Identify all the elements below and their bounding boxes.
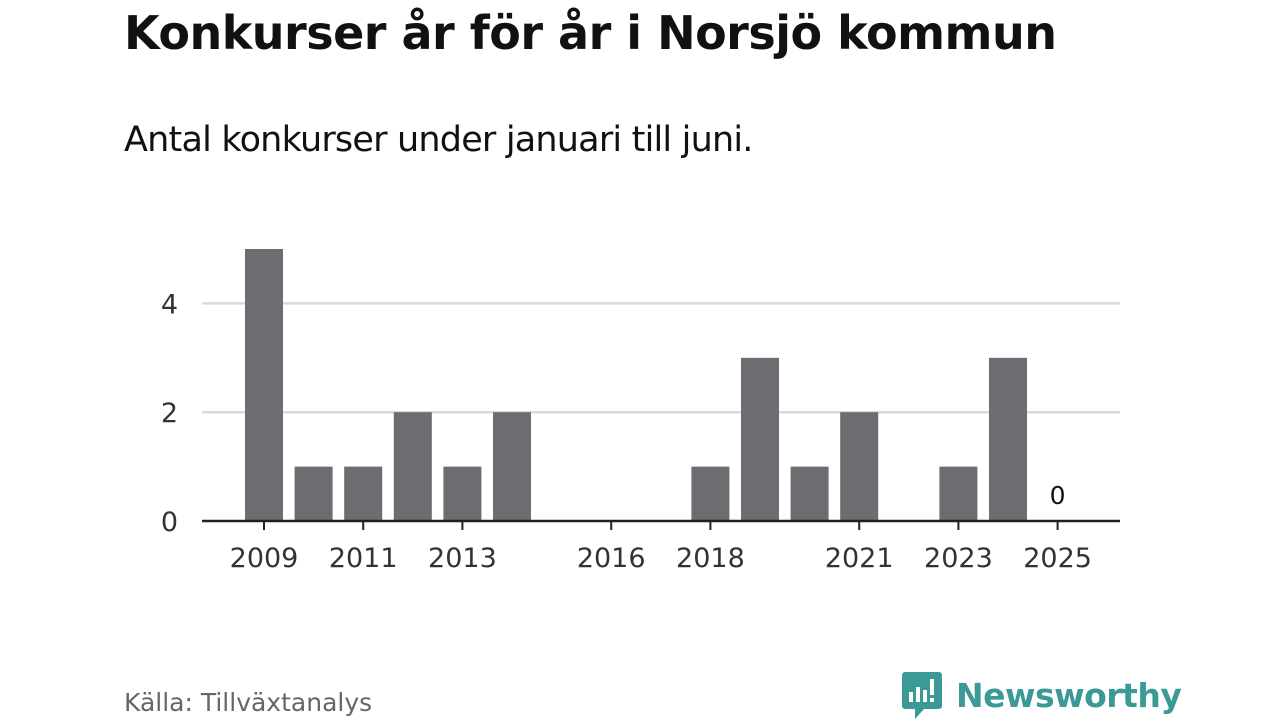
axes <box>202 519 1120 530</box>
x-tick-label: 2025 <box>1023 543 1092 574</box>
gridlines <box>202 302 1120 414</box>
bar-2019 <box>741 357 779 521</box>
bar-2011 <box>344 466 383 521</box>
y-tick-label: 0 <box>161 507 178 538</box>
chart-subtitle: Antal konkurser under januari till juni. <box>124 120 753 160</box>
newsworthy-logo-icon <box>902 672 942 719</box>
bar-2018 <box>691 466 730 521</box>
x-tick-label: 2021 <box>825 543 894 574</box>
bar-2012 <box>393 412 432 521</box>
bar-2021 <box>840 412 879 521</box>
bar-2010 <box>294 466 333 521</box>
bar-2024 <box>989 357 1027 521</box>
y-tick-label: 2 <box>161 398 178 429</box>
x-tick-label: 2011 <box>329 543 398 574</box>
x-tick-label: 2009 <box>230 543 299 574</box>
labels: 0 2 4 2009 2011 2013 2016 2018 2021 2023 2025 0 <box>161 289 1092 574</box>
brand-name: Newsworthy <box>956 675 1182 715</box>
y-tick-label: 4 <box>161 289 178 320</box>
newsworthy-logo: Newsworthy <box>902 670 1182 720</box>
x-tick-label: 2013 <box>428 543 497 574</box>
x-tick-label: 2018 <box>676 543 745 574</box>
source-note: Källa: Tillväxtanalys <box>124 688 373 717</box>
bar-2014 <box>493 412 531 521</box>
bar-2009 <box>245 249 283 521</box>
data-label-2025: 0 <box>1050 481 1066 510</box>
x-tick-label: 2023 <box>924 543 993 574</box>
bar-2020 <box>790 466 829 521</box>
bars <box>245 249 1027 521</box>
bar-2013 <box>443 466 482 521</box>
bar-2023 <box>939 466 978 521</box>
chart-title: Konkurser år för år i Norsjö kommun <box>124 6 1057 60</box>
x-tick-label: 2016 <box>577 543 646 574</box>
